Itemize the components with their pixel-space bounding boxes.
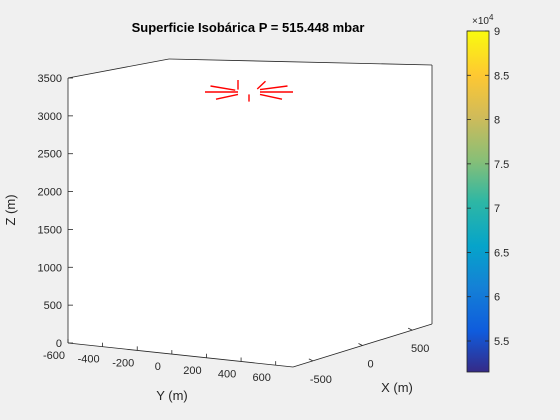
colorbar-tick-label: 7.5	[494, 159, 509, 171]
colorbar-tick-label: 8.5	[494, 70, 509, 82]
y-tick-label: 200	[183, 365, 201, 377]
z-tick-label: 0	[56, 338, 62, 350]
quiver-arrows	[205, 80, 293, 102]
colorbar-exponent-base: ×10	[472, 16, 489, 27]
x-tick-mark	[358, 343, 363, 346]
colorbar-tick-label: 7	[494, 203, 500, 215]
x-axis-label: X (m)	[381, 380, 413, 395]
colorbar-tick-label: 9	[494, 26, 500, 38]
y-axis: -600 -400 -200 0 200 400 600	[43, 339, 277, 384]
z-tick-label: 3500	[38, 73, 62, 85]
colorbar-ticks: 5.5 6 6.5 7 7.5 8 8.5 9	[467, 26, 509, 348]
axis-line	[168, 58, 433, 66]
z-tick-label: 1500	[38, 224, 62, 236]
colorbar-tick-label: 6.5	[494, 247, 509, 259]
colorbar-tick-label: 5.5	[494, 336, 509, 348]
colorbar-tick-label: 6	[494, 292, 500, 304]
y-tick-label: -600	[43, 350, 65, 362]
x-tick-label: -500	[310, 374, 332, 386]
x-tick-label: 0	[367, 359, 373, 371]
z-axis: 0 500 1000 1500 2000 2500 3000 3500	[38, 73, 73, 350]
z-tick-label: 500	[44, 300, 62, 312]
y-axis-label: Y (m)	[156, 388, 188, 403]
axes-background	[68, 59, 432, 367]
z-tick-label: 2500	[38, 149, 62, 161]
axis-line	[67, 342, 294, 368]
x-tick-mark	[308, 358, 314, 362]
y-tick-label: 400	[218, 368, 236, 380]
axis-line	[67, 58, 170, 79]
z-tick-label: 3000	[38, 111, 62, 123]
y-tick-label: -400	[78, 354, 100, 366]
x-axis: -500 0 500	[308, 327, 429, 386]
quiver-arrow	[259, 85, 288, 91]
quiver-arrow	[256, 80, 266, 90]
z-axis-label: Z (m)	[3, 194, 18, 225]
quiver-arrow	[215, 93, 239, 100]
z-tick-label: 1000	[38, 262, 62, 274]
colorbar	[466, 30, 490, 373]
y-tick-label: 600	[253, 372, 271, 384]
y-tick-label: 0	[155, 361, 161, 373]
z-tick-label: 2000	[38, 187, 62, 199]
x-tick-label: 500	[411, 343, 429, 355]
quiver-arrow	[210, 85, 236, 91]
quiver-arrow	[259, 93, 283, 100]
y-tick-label: -200	[112, 357, 134, 369]
x-tick-mark	[407, 327, 413, 331]
chart-title: Superficie Isobárica P = 515.448 mbar	[132, 20, 365, 35]
colorbar-exponent: ×104	[472, 13, 494, 27]
colorbar-exponent-power: 4	[489, 13, 494, 22]
colorbar-tick-label: 8	[494, 115, 500, 127]
